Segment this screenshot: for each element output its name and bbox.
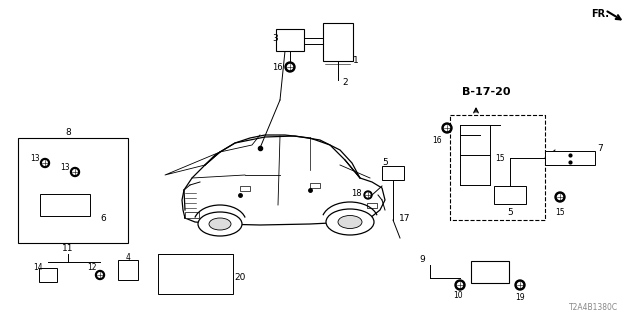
Text: T2A4B1380C: T2A4B1380C — [569, 303, 618, 312]
Ellipse shape — [209, 218, 231, 230]
Text: 15: 15 — [555, 207, 565, 217]
Text: 2: 2 — [342, 77, 348, 86]
Text: 15: 15 — [495, 154, 505, 163]
Circle shape — [366, 193, 370, 197]
Bar — [382, 166, 404, 180]
Bar — [450, 115, 545, 220]
Text: 16: 16 — [272, 62, 282, 71]
Bar — [367, 203, 377, 207]
Bar — [157, 254, 232, 294]
Circle shape — [364, 191, 372, 199]
Text: 17: 17 — [399, 213, 411, 222]
Text: 13: 13 — [30, 154, 40, 163]
Circle shape — [515, 280, 525, 290]
Text: 12: 12 — [87, 263, 97, 273]
Circle shape — [557, 195, 563, 199]
Text: 13: 13 — [60, 163, 70, 172]
Ellipse shape — [198, 212, 242, 236]
Circle shape — [555, 192, 565, 202]
Text: 9: 9 — [419, 255, 425, 265]
Circle shape — [98, 273, 102, 277]
Bar — [40, 194, 90, 216]
Bar — [323, 23, 353, 61]
Circle shape — [40, 158, 49, 167]
Circle shape — [43, 161, 47, 165]
Bar — [494, 186, 526, 204]
Bar — [118, 260, 138, 280]
Text: 5: 5 — [382, 157, 388, 166]
Circle shape — [285, 62, 295, 72]
Ellipse shape — [338, 215, 362, 228]
Text: 16: 16 — [432, 135, 442, 145]
Text: 6: 6 — [100, 213, 106, 222]
Text: B-17-20: B-17-20 — [462, 87, 511, 97]
Bar — [240, 186, 250, 190]
Bar — [310, 182, 320, 188]
Bar — [18, 138, 128, 243]
Text: 20: 20 — [234, 274, 246, 283]
Circle shape — [287, 65, 292, 69]
Circle shape — [73, 170, 77, 174]
Text: 10: 10 — [453, 291, 463, 300]
Circle shape — [95, 270, 104, 279]
Text: FR.: FR. — [591, 9, 609, 19]
Bar — [545, 151, 595, 165]
Circle shape — [518, 283, 522, 287]
Text: 4: 4 — [125, 253, 131, 262]
Bar — [39, 268, 57, 282]
Bar — [276, 29, 304, 51]
Text: 3: 3 — [272, 34, 278, 43]
Text: 8: 8 — [65, 127, 71, 137]
Text: 5: 5 — [507, 207, 513, 217]
Circle shape — [455, 280, 465, 290]
Circle shape — [458, 283, 463, 287]
Bar — [185, 212, 199, 218]
Circle shape — [70, 167, 79, 177]
Text: 14: 14 — [33, 263, 43, 273]
Text: 1: 1 — [353, 55, 359, 65]
Circle shape — [442, 123, 452, 133]
Text: 18: 18 — [351, 188, 362, 197]
Bar — [471, 261, 509, 283]
Text: 7: 7 — [597, 143, 603, 153]
Circle shape — [445, 125, 449, 131]
Polygon shape — [182, 135, 385, 225]
Ellipse shape — [326, 209, 374, 235]
Text: 11: 11 — [62, 244, 74, 252]
Text: 19: 19 — [515, 292, 525, 301]
